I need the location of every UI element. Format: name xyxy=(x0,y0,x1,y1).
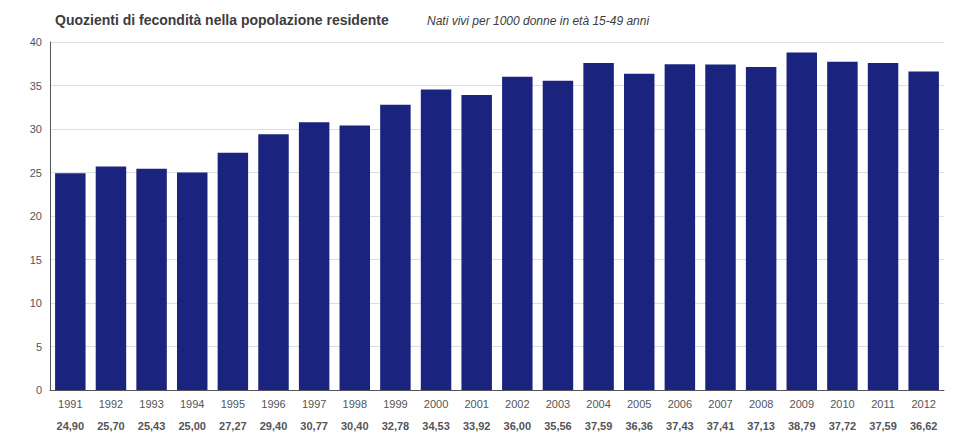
svg-text:27,27: 27,27 xyxy=(219,420,247,432)
svg-text:36,36: 36,36 xyxy=(625,420,653,432)
svg-text:30,77: 30,77 xyxy=(300,420,328,432)
svg-text:35,56: 35,56 xyxy=(544,420,572,432)
svg-text:2005: 2005 xyxy=(627,398,651,410)
svg-text:1998: 1998 xyxy=(343,398,367,410)
svg-text:36,62: 36,62 xyxy=(910,420,938,432)
svg-text:2009: 2009 xyxy=(790,398,814,410)
svg-text:36,00: 36,00 xyxy=(504,420,532,432)
svg-text:37,13: 37,13 xyxy=(747,420,775,432)
svg-text:20: 20 xyxy=(30,210,42,222)
svg-text:25,43: 25,43 xyxy=(138,420,166,432)
svg-text:24,90: 24,90 xyxy=(57,420,85,432)
svg-text:1991: 1991 xyxy=(58,398,82,410)
svg-text:1997: 1997 xyxy=(302,398,326,410)
svg-text:Nati vivi per 1000 donne in et: Nati vivi per 1000 donne in età 15-49 an… xyxy=(427,14,649,28)
svg-text:15: 15 xyxy=(30,254,42,266)
svg-text:5: 5 xyxy=(36,341,42,353)
svg-text:40: 40 xyxy=(30,36,42,48)
svg-text:37,59: 37,59 xyxy=(869,420,897,432)
svg-text:2010: 2010 xyxy=(830,398,854,410)
svg-text:32,78: 32,78 xyxy=(382,420,410,432)
svg-text:2006: 2006 xyxy=(668,398,692,410)
svg-text:35: 35 xyxy=(30,80,42,92)
svg-text:25,00: 25,00 xyxy=(178,420,206,432)
svg-text:29,40: 29,40 xyxy=(260,420,288,432)
svg-text:37,43: 37,43 xyxy=(666,420,694,432)
svg-text:Quozienti di fecondità nella p: Quozienti di fecondità nella popolazione… xyxy=(55,12,389,28)
svg-text:30: 30 xyxy=(30,123,42,135)
svg-text:34,53: 34,53 xyxy=(422,420,450,432)
svg-text:2012: 2012 xyxy=(911,398,935,410)
svg-text:37,72: 37,72 xyxy=(829,420,857,432)
svg-text:2004: 2004 xyxy=(586,398,610,410)
svg-text:30,40: 30,40 xyxy=(341,420,369,432)
svg-text:2001: 2001 xyxy=(464,398,488,410)
svg-text:2002: 2002 xyxy=(505,398,529,410)
svg-text:25,70: 25,70 xyxy=(97,420,125,432)
svg-text:2011: 2011 xyxy=(871,398,895,410)
svg-text:1995: 1995 xyxy=(221,398,245,410)
svg-text:38,79: 38,79 xyxy=(788,420,816,432)
svg-text:2007: 2007 xyxy=(708,398,732,410)
svg-text:2008: 2008 xyxy=(749,398,773,410)
svg-text:1993: 1993 xyxy=(139,398,163,410)
svg-text:33,92: 33,92 xyxy=(463,420,491,432)
svg-text:2000: 2000 xyxy=(424,398,448,410)
svg-text:0: 0 xyxy=(36,384,42,396)
svg-text:10: 10 xyxy=(30,297,42,309)
svg-text:2003: 2003 xyxy=(546,398,570,410)
svg-text:1999: 1999 xyxy=(383,398,407,410)
svg-text:1996: 1996 xyxy=(261,398,285,410)
svg-text:1994: 1994 xyxy=(180,398,204,410)
svg-text:1992: 1992 xyxy=(99,398,123,410)
svg-text:25: 25 xyxy=(30,167,42,179)
svg-text:37,41: 37,41 xyxy=(707,420,735,432)
svg-text:37,59: 37,59 xyxy=(585,420,613,432)
